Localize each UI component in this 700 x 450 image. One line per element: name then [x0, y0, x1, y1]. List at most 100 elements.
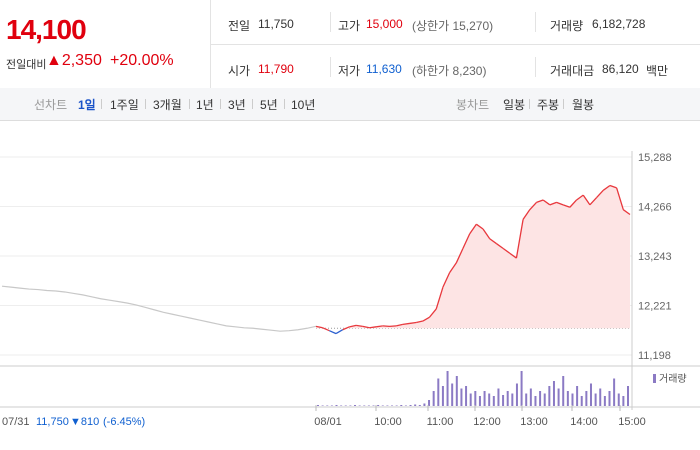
high-label: 고가	[338, 19, 361, 33]
volume-bar	[622, 396, 625, 406]
divider	[330, 57, 331, 77]
volume-bar	[525, 393, 528, 406]
price-segment	[355, 324, 363, 327]
price-segment	[596, 189, 604, 199]
price-segment	[609, 184, 617, 189]
upper-limit: (상한가 15,270)	[412, 19, 494, 33]
price-segment	[602, 184, 611, 191]
volume-bar	[562, 376, 565, 406]
volume-bar	[539, 391, 542, 406]
volume-bar	[358, 405, 361, 406]
price-segment	[542, 199, 551, 206]
tab-separator	[220, 99, 221, 109]
volume-bar	[395, 405, 398, 406]
volume-bar	[603, 396, 606, 406]
tab-separator	[284, 99, 285, 109]
divider	[330, 12, 331, 32]
volume-label: 거래량	[550, 19, 584, 33]
volume-bar	[335, 405, 338, 406]
volume-bar	[566, 391, 569, 406]
prev-day-change: ▼810	[70, 416, 99, 428]
tab-3y[interactable]: 3년	[228, 98, 246, 112]
price-segment	[429, 308, 437, 318]
divider	[210, 44, 700, 45]
volume-bar	[344, 405, 347, 406]
volume-bar	[340, 405, 343, 406]
volume-legend-label: 거래량	[659, 373, 687, 385]
volume-bar	[451, 383, 454, 406]
price-segment	[322, 327, 330, 332]
high-value: 15,000	[366, 17, 403, 31]
volume-bar	[326, 405, 329, 406]
volume-bar	[617, 393, 620, 406]
volume-bar	[599, 388, 602, 406]
price-segment	[576, 194, 584, 201]
price-segment	[482, 228, 491, 240]
intraday-chart[interactable]: 15,288 14,266 13,243 12,221 11,198 07/31 08/0…	[0, 121, 700, 450]
divider	[535, 12, 536, 32]
x-tick-label: 12:00	[473, 416, 501, 428]
price-segment	[422, 316, 430, 322]
volume-bar	[585, 391, 588, 406]
x-tick-label: 07/31	[2, 416, 30, 428]
volume-bar	[372, 405, 375, 406]
volume-bar	[580, 396, 583, 406]
price-segment	[589, 197, 598, 206]
price-segment	[416, 320, 424, 324]
volume-bar	[557, 388, 560, 406]
tab-10y[interactable]: 10년	[291, 98, 316, 112]
tab-weekly[interactable]: 주봉	[537, 98, 560, 112]
tab-1d[interactable]: 1일	[78, 98, 96, 112]
volume-bar	[497, 388, 500, 406]
open-value: 11,790	[258, 62, 294, 76]
tab-1y[interactable]: 1년	[196, 98, 214, 112]
tab-daily[interactable]: 일봉	[503, 98, 526, 112]
tab-3m[interactable]: 3개월	[153, 98, 182, 112]
volume-legend-swatch	[653, 374, 656, 383]
price-segment	[442, 272, 451, 288]
volume-bar	[441, 386, 444, 406]
x-tick-label: 14:00	[570, 416, 598, 428]
y-tick-label: 15,288	[638, 152, 672, 164]
volume-bar	[594, 393, 597, 406]
volume-bar	[613, 378, 616, 406]
volume-bar	[465, 386, 468, 406]
y-tick-label: 11,198	[638, 350, 671, 362]
tab-5y[interactable]: 5년	[260, 98, 278, 112]
price-segment	[582, 194, 591, 206]
price-segment	[509, 252, 517, 259]
lower-limit: (하한가 8,230)	[412, 64, 487, 78]
volume-bar	[492, 396, 495, 406]
volume-bar	[478, 396, 481, 406]
change-percent: +20.00%	[110, 52, 174, 69]
volume-bar	[428, 400, 431, 406]
volume-bar	[460, 388, 463, 406]
price-segment	[489, 238, 497, 245]
x-tick-label: 08/01	[314, 416, 342, 428]
volume-bar	[488, 393, 491, 406]
tab-1w[interactable]: 1주일	[110, 98, 139, 112]
volume-bar	[548, 386, 551, 406]
divider	[535, 57, 536, 77]
x-tick-label: 13:00	[520, 416, 548, 428]
prev-day-line	[1, 285, 317, 332]
price-segment	[549, 201, 557, 206]
volume-bar	[571, 393, 574, 406]
price-segment	[475, 223, 484, 230]
price-segment	[435, 286, 444, 310]
volume-bar	[381, 405, 384, 406]
price-area-fill	[316, 185, 630, 329]
price-segment	[362, 325, 370, 329]
candle-chart-title: 봉차트	[456, 98, 490, 112]
volume-bar	[391, 405, 394, 406]
change-label: 전일대비	[6, 59, 47, 71]
turnover-value: 86,120	[602, 62, 639, 76]
low-label: 저가	[338, 64, 361, 78]
y-axis: 15,288 14,266 13,243 12,221 11,198	[638, 152, 672, 362]
volume-bar	[418, 405, 421, 406]
volume-bar	[627, 386, 629, 406]
price-segment	[556, 201, 564, 206]
tab-monthly[interactable]: 월봉	[572, 98, 595, 112]
price-segment	[402, 322, 410, 326]
volume-bar	[423, 403, 426, 406]
